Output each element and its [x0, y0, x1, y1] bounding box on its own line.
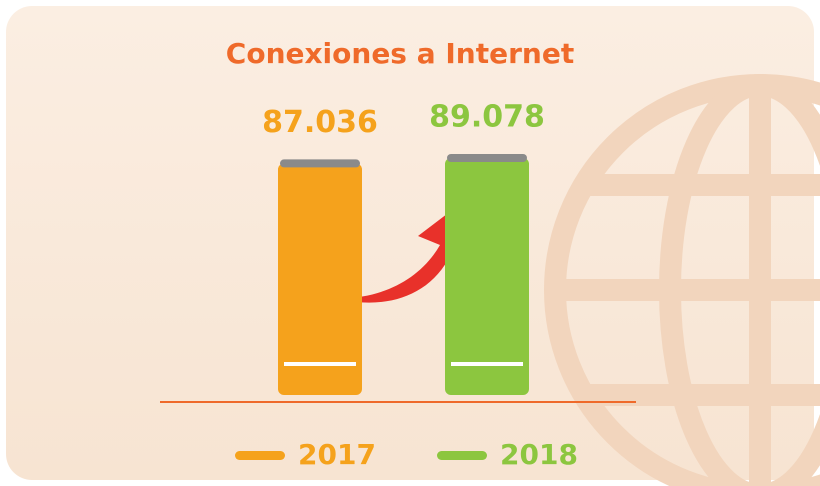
- bar-cap: [447, 154, 527, 162]
- panel: [6, 6, 814, 480]
- bar: [445, 158, 529, 395]
- legend-label: 2018: [500, 438, 578, 471]
- globe-watermark: [544, 74, 820, 486]
- value-label: 89.078: [429, 100, 545, 135]
- bar: [278, 163, 362, 395]
- chart-title: Conexiones a Internet: [226, 37, 574, 70]
- legend-label: 2017: [298, 438, 376, 471]
- bar-cap: [280, 159, 360, 168]
- bar-stripe: [451, 362, 523, 366]
- growth-arrow: [335, 198, 470, 303]
- value-label: 87.036: [262, 105, 378, 140]
- bar-stripe: [284, 362, 356, 366]
- legend-swatch: [437, 451, 487, 460]
- legend-swatch: [235, 451, 285, 460]
